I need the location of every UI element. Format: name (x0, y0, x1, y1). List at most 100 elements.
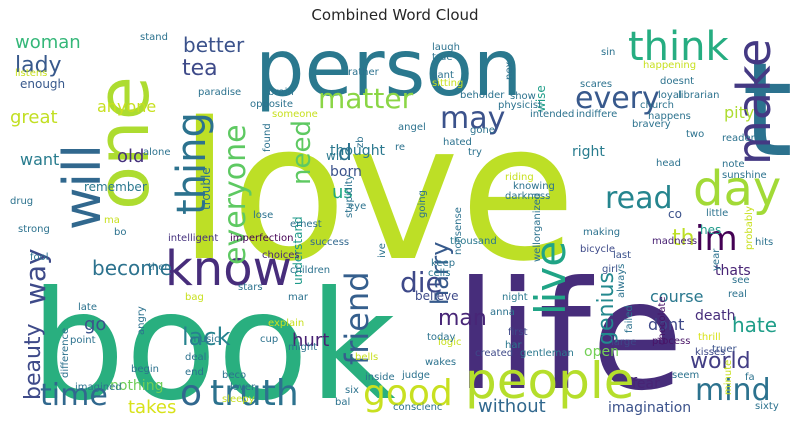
word-good: good (363, 373, 453, 414)
word-explain: explain (268, 318, 304, 329)
word-night: night (502, 292, 528, 303)
word-paradise: paradise (198, 87, 241, 98)
word-large: large (611, 337, 636, 348)
word-girl: girl (602, 264, 618, 275)
word-music: music (190, 334, 220, 345)
word-conscienc: conscienc (393, 402, 442, 413)
word-life: life (455, 250, 683, 424)
word-sleepy: sleepy (222, 394, 255, 405)
word-open: open (584, 344, 619, 360)
word-will: will (53, 144, 113, 230)
word-ma: ma (104, 215, 120, 226)
word-two: two (686, 129, 704, 140)
word-failed: failed (624, 305, 635, 333)
word-wise: wise (534, 85, 548, 112)
word-beco: beco (222, 370, 246, 381)
word-become: become (92, 256, 172, 280)
word-sin: sin (601, 47, 615, 58)
word-brain: brain (268, 87, 294, 98)
word-understand: understand (291, 216, 305, 285)
word-librarian: librarian (678, 90, 720, 101)
word-gone: gone (470, 125, 495, 136)
word-mar: mar (288, 292, 309, 303)
word-fa: fa (745, 372, 755, 383)
word-real: real (728, 289, 747, 300)
word-tea: tea (182, 56, 218, 81)
word-true: true (432, 52, 453, 63)
word-us: us (332, 182, 353, 203)
word-man: man (438, 306, 487, 331)
word-keep: keep (431, 258, 455, 269)
word-happens: happens (648, 111, 691, 122)
word-inside: inside (365, 372, 395, 383)
word-intelligent: intelligent (168, 233, 218, 244)
word-cells: cells (428, 268, 450, 279)
word-ther: ther (148, 262, 169, 273)
word-alone: alone (143, 147, 171, 158)
word-anna: anna (490, 307, 515, 318)
word-late: late (78, 302, 97, 313)
word-imagination: imagination (608, 400, 691, 416)
word-created: created (475, 348, 513, 359)
word-person: person (255, 24, 522, 114)
word-six: six (345, 385, 359, 396)
word-want: want (20, 150, 59, 169)
word-bo: bo (114, 227, 126, 238)
word-reader: reader (722, 133, 756, 144)
word-last: last (613, 250, 631, 261)
word-listens: listens (15, 68, 47, 79)
word-hurt: hurt (292, 330, 329, 351)
word-indiffere: indiffere (576, 109, 617, 120)
word-end: end (185, 367, 204, 378)
word-believe: believe (415, 289, 459, 303)
word-drug: drug (10, 196, 33, 207)
word-sunshine: sunshine (722, 170, 767, 181)
word-know: know (165, 241, 292, 297)
word-cant: cant (432, 70, 454, 81)
word-course: course (650, 287, 703, 306)
word-th: th (672, 226, 695, 251)
word-mind: mind (695, 373, 771, 408)
word-without: without (478, 396, 546, 417)
word-opposite: opposite (250, 99, 293, 110)
word-one: one (81, 76, 165, 210)
word-rather: rather (348, 67, 380, 78)
word-lover: lover (230, 382, 256, 393)
word-fool: fool (30, 252, 49, 263)
word-always: always (616, 264, 627, 298)
word-enough: enough (20, 77, 65, 91)
word-hes: hes (700, 223, 721, 237)
word-better: better (183, 33, 245, 57)
word-stupidity: stupidity (344, 174, 355, 218)
word-wakes: wakes (425, 357, 456, 368)
word-gentleman: gentleman (520, 348, 574, 359)
word-found: found (262, 123, 273, 152)
word-eye: eye (348, 201, 366, 212)
word-imperfection: imperfection (230, 233, 293, 244)
word-note: note (722, 159, 745, 170)
word-everyone: everyone (218, 124, 253, 265)
word-doesnt: doesnt (660, 76, 694, 87)
word-book: book (30, 260, 396, 425)
word-going: going (417, 190, 428, 218)
word-friend: friend (338, 271, 376, 365)
word-might: might (288, 342, 317, 353)
word-trouble: trouble (199, 167, 213, 210)
word-loyal: loyal (658, 90, 682, 101)
word-see: see (732, 275, 750, 286)
word-takes: takes (128, 397, 176, 418)
word-re: re (395, 142, 405, 153)
word-church: church (640, 100, 674, 111)
word-love: love (178, 82, 576, 303)
word-year: year (711, 248, 722, 271)
word-first: first (508, 327, 528, 338)
word-bells: bells (355, 352, 378, 363)
word-beauty: beauty (21, 323, 46, 400)
word-hate: hate (732, 313, 777, 337)
word-great: great (10, 107, 58, 128)
word-head: head (656, 158, 681, 169)
word-d: d (338, 141, 352, 166)
word-thought: thought (330, 143, 386, 159)
word-probably: probably (744, 206, 755, 250)
